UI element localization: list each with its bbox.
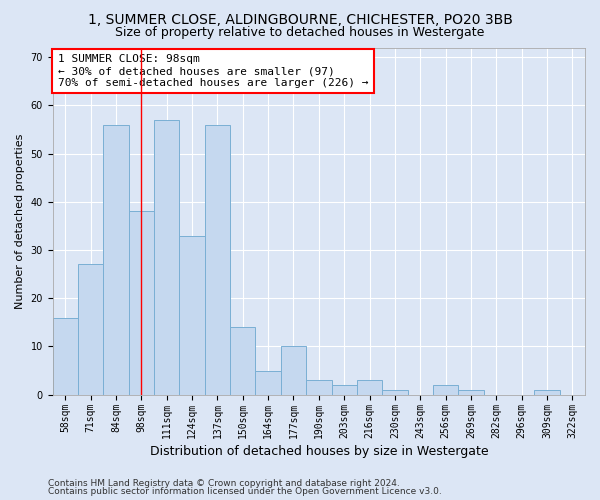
Bar — [256, 370, 281, 394]
Bar — [179, 236, 205, 394]
Text: 1, SUMMER CLOSE, ALDINGBOURNE, CHICHESTER, PO20 3BB: 1, SUMMER CLOSE, ALDINGBOURNE, CHICHESTE… — [88, 12, 512, 26]
Text: Size of property relative to detached houses in Westergate: Size of property relative to detached ho… — [115, 26, 485, 39]
Bar — [535, 390, 560, 394]
X-axis label: Distribution of detached houses by size in Westergate: Distribution of detached houses by size … — [149, 444, 488, 458]
Bar — [281, 346, 306, 395]
Text: Contains public sector information licensed under the Open Government Licence v3: Contains public sector information licen… — [48, 487, 442, 496]
Bar — [230, 327, 256, 394]
Bar — [357, 380, 382, 394]
Bar — [205, 124, 230, 394]
Bar — [103, 124, 129, 394]
Bar — [306, 380, 332, 394]
Bar — [53, 318, 78, 394]
Text: 1 SUMMER CLOSE: 98sqm
← 30% of detached houses are smaller (97)
70% of semi-deta: 1 SUMMER CLOSE: 98sqm ← 30% of detached … — [58, 54, 368, 88]
Bar — [154, 120, 179, 394]
Bar — [458, 390, 484, 394]
Bar — [129, 212, 154, 394]
Text: Contains HM Land Registry data © Crown copyright and database right 2024.: Contains HM Land Registry data © Crown c… — [48, 478, 400, 488]
Y-axis label: Number of detached properties: Number of detached properties — [15, 134, 25, 309]
Bar — [78, 264, 103, 394]
Bar — [382, 390, 407, 394]
Bar — [332, 385, 357, 394]
Bar — [433, 385, 458, 394]
